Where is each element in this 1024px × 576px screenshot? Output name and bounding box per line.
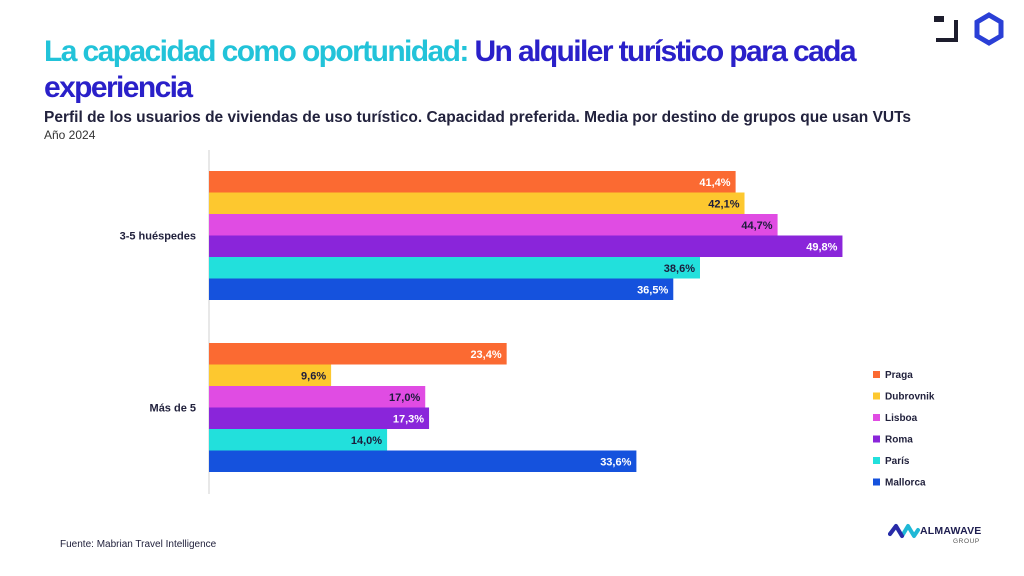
data-label: 9,6% [301,370,326,382]
page-title: La capacidad como oportunidad: Un alquil… [44,34,904,106]
data-label: 33,6% [600,456,631,468]
legend-label: Mallorca [885,478,926,489]
data-label: 17,3% [393,413,424,425]
data-label: 23,4% [470,349,501,361]
bar-mallorca-mas-de-5 [209,450,637,472]
bar-praga-3-5 [209,171,736,193]
almawave-wave-icon [888,524,920,538]
brand-name: ALMAWAVE [920,525,982,537]
legend-label: Dubrovnik [885,392,935,403]
logo-square-mark [934,16,944,22]
bar-roma-mas-de-5 [209,407,430,429]
data-label: 44,7% [741,220,772,232]
logo-hexagon-icon [974,12,1004,46]
data-label: 36,5% [637,284,668,296]
almawave-logo: ALMAWAVE GROUP [888,522,988,552]
legend-swatch-dubrovnik [873,392,880,400]
brand-group: GROUP [953,538,980,545]
category-label: Más de 5 [150,403,196,415]
chart-subtitle: Perfil de los usuarios de viviendas de u… [44,109,912,126]
brand-logo-top [934,12,1004,46]
legend-swatch-roma [873,435,880,443]
legend-label: Lisboa [885,413,918,424]
bar-lisboa-3-5 [209,214,778,236]
bar-dubrovnik-mas-de-5 [209,364,332,386]
source-note: Fuente: Mabrian Travel Intelligence [60,539,217,550]
chart-year: Año 2024 [44,128,96,142]
data-label: 49,8% [806,241,837,253]
data-label: 14,0% [351,435,382,447]
bar-praga-mas-de-5 [209,343,507,365]
legend-label: Praga [885,370,913,381]
legend-swatch-praga [873,371,880,378]
legend-label: Roma [885,435,913,446]
bar-lisboa-mas-de-5 [209,386,426,408]
title-part-2: Un alquiler turístico para cada experien… [44,35,857,104]
data-label: 42,1% [708,198,739,210]
legend-label: París [885,456,910,467]
data-label: 17,0% [389,392,420,404]
data-label: 38,6% [664,263,695,275]
title-part-1: La capacidad como oportunidad: [44,35,469,68]
legend-swatch-parís [873,457,880,464]
legend-swatch-mallorca [873,478,880,486]
logo-corner-mark [936,20,958,42]
category-label: 3-5 huéspedes [120,231,196,243]
bar-roma-3-5 [209,235,843,257]
legend-swatch-lisboa [873,414,880,421]
bar-parís-mas-de-5 [209,429,388,451]
bar-parís-3-5 [209,257,700,279]
bar-mallorca-3-5 [209,278,674,300]
bar-dubrovnik-3-5 [209,192,745,214]
data-label: 41,4% [699,177,730,189]
